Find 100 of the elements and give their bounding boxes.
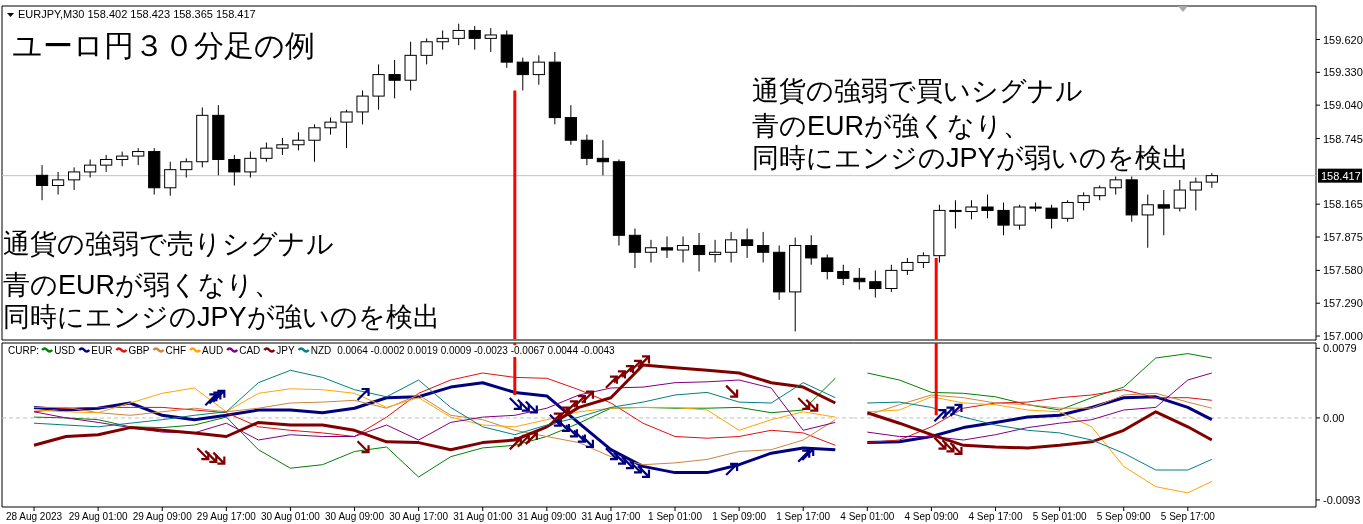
candlestick: [260, 142, 273, 163]
candlestick: [981, 194, 994, 219]
x-tick-label: 31 Aug 17:00: [581, 511, 641, 522]
candlestick: [228, 154, 241, 187]
candlestick: [708, 239, 722, 263]
candlestick: [372, 63, 385, 111]
y-tick-label: 159.330: [1323, 66, 1363, 79]
x-tick-label: 31 Aug 09:00: [517, 511, 577, 522]
y-tick-label: 157.290: [1323, 297, 1363, 310]
candlestick: [1077, 191, 1090, 211]
candlestick: [532, 54, 545, 86]
legend-label: NZD: [310, 345, 332, 356]
candlestick: [660, 235, 674, 259]
candlestick: [965, 199, 978, 220]
ref-line-label: 158.417: [1321, 169, 1361, 182]
annotation: 青のEURが強くなり、: [752, 111, 1031, 141]
x-tick-label: 5 Sep 01:00: [1032, 511, 1088, 522]
candlestick: [516, 57, 529, 91]
candlestick: [164, 161, 177, 197]
candlestick: [580, 134, 593, 166]
annotation: 同時にエンジのJPYが弱いのを検出: [752, 143, 1189, 173]
candlestick: [628, 228, 642, 269]
annotation: 通貨の強弱で売りシグナル: [3, 229, 334, 259]
candlestick: [244, 151, 257, 179]
legend-label: JPY: [276, 345, 295, 356]
y-tick-label: 0.00: [1323, 411, 1345, 424]
y-tick-label: -0.0093: [1323, 493, 1361, 506]
x-tick-label: 28 Aug 2023: [5, 511, 63, 522]
annotation: ユーロ円３０分足の例: [12, 29, 315, 62]
legend-label: EUR: [91, 345, 113, 356]
y-tick-label: 159.620: [1323, 33, 1363, 46]
annotation: 青のEURが弱くなり、: [3, 270, 282, 300]
candlestick: [308, 123, 321, 163]
legend-label: CAD: [239, 345, 261, 356]
x-tick-label: 4 Sep 09:00: [904, 511, 959, 522]
x-tick-label: 30 Aug 01:00: [260, 511, 321, 522]
y-tick-label: 159.040: [1323, 99, 1363, 112]
x-tick-label: 1 Sep 01:00: [648, 511, 703, 522]
x-tick-label: 31 Aug 01:00: [453, 511, 513, 522]
legend-title: CURP:: [8, 345, 40, 356]
candlestick: [1061, 199, 1074, 223]
candlestick: [676, 235, 690, 263]
candlestick: [1157, 189, 1170, 236]
y-tick-label: 157.000: [1323, 330, 1363, 343]
candlestick: [436, 29, 449, 51]
candlestick: [1189, 177, 1202, 211]
point: [208, 391, 222, 405]
candlestick: [51, 171, 65, 196]
candlestick: [356, 89, 369, 125]
point: [801, 447, 815, 462]
candlestick: [821, 254, 834, 280]
candlestick: [949, 199, 962, 230]
point: [725, 462, 739, 477]
candlestick: [420, 37, 433, 65]
candlestick: [885, 264, 898, 293]
candlestick: [741, 228, 754, 259]
candlestick: [340, 109, 353, 149]
legend-label: GBP: [128, 345, 150, 356]
line-series: [866, 353, 1213, 411]
candlestick: [853, 267, 866, 291]
x-tick-label: 4 Sep 01:00: [840, 511, 895, 522]
line-series: [866, 372, 1213, 441]
legend-label: AUD: [202, 345, 224, 356]
candlestick: [725, 231, 738, 263]
y-tick-label: 158.165: [1323, 198, 1363, 211]
legend-label: CHF: [165, 345, 187, 356]
chart-title: EURJPY,M30 158.402 158.423 158.365 158.417: [18, 8, 256, 20]
candlestick: [869, 269, 882, 299]
candlestick: [484, 27, 497, 53]
y-tick-label: 157.580: [1323, 264, 1363, 277]
y-tick-label: 157.875: [1323, 231, 1363, 243]
candlestick: [805, 234, 818, 266]
candlestick: [452, 23, 465, 46]
y-tick-label: 0.0079: [1323, 342, 1357, 355]
x-tick-label: 5 Sep 17:00: [1160, 511, 1216, 522]
x-tick-label: 29 Aug 17:00: [196, 511, 257, 522]
point: [797, 449, 811, 463]
candlestick: [1109, 175, 1122, 196]
x-tick-label: 1 Sep 17:00: [776, 511, 831, 522]
annotation: 0.0064 -0.0002 0.0019 0.0009 -0.0023 -0.0067 0.0044 -0.0043: [337, 345, 616, 356]
candlestick: [1141, 194, 1154, 249]
annotation: 同時にエンジのJPYが強いのを検出: [3, 302, 440, 332]
legend-label: USD: [54, 345, 76, 356]
candlestick: [388, 59, 401, 99]
candlestick: [68, 166, 81, 191]
x-tick-label: 30 Aug 17:00: [389, 511, 449, 522]
annotation: 通貨の強弱で買いシグナル: [752, 76, 1083, 106]
candlestick: [35, 164, 49, 201]
line-series: [866, 392, 1213, 416]
x-tick-label: 5 Sep 09:00: [1096, 511, 1152, 522]
candlestick: [1045, 204, 1058, 230]
x-tick-label: 29 Aug 01:00: [68, 511, 129, 522]
line-series: [866, 401, 1213, 471]
x-tick-label: 30 Aug 09:00: [325, 511, 385, 522]
x-tick-label: 1 Sep 09:00: [712, 511, 767, 522]
point: [356, 440, 370, 454]
candlestick: [1173, 179, 1186, 213]
point: [725, 384, 739, 398]
point: [356, 387, 370, 402]
candlestick: [837, 264, 850, 286]
